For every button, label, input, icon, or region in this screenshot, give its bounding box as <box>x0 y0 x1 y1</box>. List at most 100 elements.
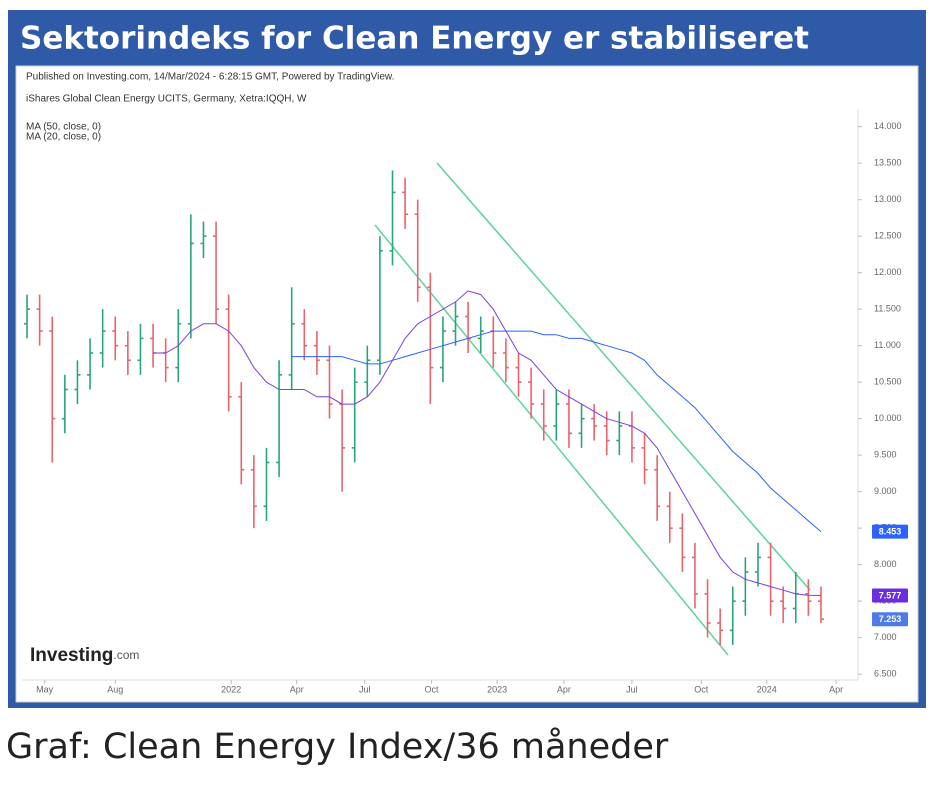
header-title: Sektorindeks for Clean Energy er stabili… <box>20 21 809 57</box>
trend-line <box>436 162 811 591</box>
watermark: Investing.com <box>30 645 139 666</box>
y-tick-label: 11.000 <box>874 340 901 350</box>
ohlc-bar <box>49 316 56 463</box>
ohlc-bar <box>540 389 547 441</box>
ohlc-bar <box>301 309 308 361</box>
ohlc-bar <box>238 382 245 485</box>
ohlc-bar <box>61 374 68 434</box>
y-tick-label: 7.000 <box>874 632 897 642</box>
ohlc-bar <box>767 542 774 616</box>
ohlc-bar <box>616 411 623 456</box>
ma-line <box>291 330 822 532</box>
ohlc-bar <box>817 586 824 624</box>
y-tick-label: 9.000 <box>874 486 897 496</box>
y-tick-label: 13.500 <box>874 158 902 168</box>
y-tick-label: 11.500 <box>874 304 901 314</box>
y-tick-label: 6.500 <box>874 669 897 679</box>
ohlc-bar <box>704 579 711 638</box>
ohlc-bar <box>326 345 333 419</box>
trend-line <box>374 224 729 656</box>
watermark-main: Investing <box>30 645 113 666</box>
price-tag <box>872 524 908 539</box>
ohlc-bar <box>691 542 698 609</box>
ohlc-bar <box>666 491 673 543</box>
price-tag <box>872 588 908 603</box>
price-tag-label: 8.453 <box>879 526 902 536</box>
ohlc-bar <box>263 447 270 521</box>
price-tag-label: 7.577 <box>879 590 902 600</box>
plot-panel <box>15 65 919 703</box>
ohlc-bar <box>805 579 812 616</box>
ohlc-bar <box>124 331 131 375</box>
y-tick-label: 12.500 <box>874 231 902 241</box>
ohlc-bar <box>200 221 207 259</box>
ohlc-bar <box>515 352 522 397</box>
ohlc-bar <box>376 236 383 375</box>
y-tick-label: 8.000 <box>874 559 897 569</box>
x-tick-label: Apr <box>829 684 843 694</box>
x-tick-label: Apr <box>557 684 571 694</box>
ohlc-bar <box>452 301 459 346</box>
ohlc-bar <box>87 338 94 390</box>
ohlc-bar <box>74 360 81 405</box>
chart-title: iShares Global Clean Energy UCITS, Germa… <box>26 94 307 105</box>
ohlc-bar <box>780 586 787 624</box>
x-tick-label: Aug <box>107 684 123 694</box>
ohlc-bar <box>137 323 144 375</box>
ohlc-bar <box>36 294 43 346</box>
ohlc-bar <box>553 389 560 441</box>
ohlc-bar <box>679 513 686 572</box>
y-tick-label: 10.500 <box>874 377 902 387</box>
ohlc-bar <box>351 367 358 463</box>
ohlc-bar <box>288 287 295 390</box>
x-tick-label: Jul <box>359 684 371 694</box>
ohlc-bar <box>439 316 446 383</box>
caption: Graf: Clean Energy Index/36 måneder <box>6 726 669 767</box>
y-tick-label: 10.000 <box>874 413 902 423</box>
ohlc-bar <box>276 360 283 478</box>
x-tick-label: Oct <box>694 684 709 694</box>
ohlc-bar <box>729 586 736 645</box>
x-tick-label: 2023 <box>487 684 507 694</box>
ohlc-bar <box>742 557 749 616</box>
y-tick-label: 13.000 <box>874 194 902 204</box>
price-tag <box>872 612 908 627</box>
ohlc-bar <box>427 272 434 405</box>
ohlc-bar <box>717 608 724 645</box>
ohlc-bar <box>364 345 371 397</box>
ohlc-bar <box>313 331 320 375</box>
ohlc-bar <box>250 455 257 529</box>
ohlc-bar <box>578 404 585 448</box>
x-tick-label: Oct <box>425 684 440 694</box>
ohlc-bar <box>99 309 106 368</box>
ohlc-bar <box>24 294 31 339</box>
y-tick-label: 12.000 <box>874 267 902 277</box>
ohlc-bar <box>528 367 535 419</box>
chart-subtitle: Published on Investing.com, 14/Mar/2024 … <box>26 72 394 83</box>
x-tick-label: 2024 <box>757 684 777 694</box>
ohlc-bar <box>402 177 409 229</box>
ohlc-bar <box>187 214 194 339</box>
y-tick-label: 14.000 <box>874 121 902 131</box>
legend-entry: MA (20, close, 0) <box>26 132 101 143</box>
ohlc-bar <box>112 316 119 361</box>
ma-line <box>153 290 822 596</box>
x-tick-label: Apr <box>290 684 304 694</box>
ohlc-bar <box>754 542 761 587</box>
ohlc-bar <box>213 221 220 324</box>
watermark-suffix: .com <box>113 648 139 662</box>
y-tick-label: 9.500 <box>874 450 897 460</box>
ohlc-bar <box>641 433 648 485</box>
ohlc-bar <box>502 338 509 383</box>
ohlc-bar <box>225 294 232 412</box>
legend-entry: MA (50, close, 0) <box>26 122 101 133</box>
x-tick-label: Jul <box>626 684 638 694</box>
ohlc-bar <box>565 389 572 448</box>
price-tag-label: 7.253 <box>879 614 902 624</box>
ohlc-bar <box>389 170 396 266</box>
ohlc-bar <box>654 455 661 521</box>
x-tick-label: 2022 <box>221 684 241 694</box>
ohlc-bar <box>414 199 421 302</box>
